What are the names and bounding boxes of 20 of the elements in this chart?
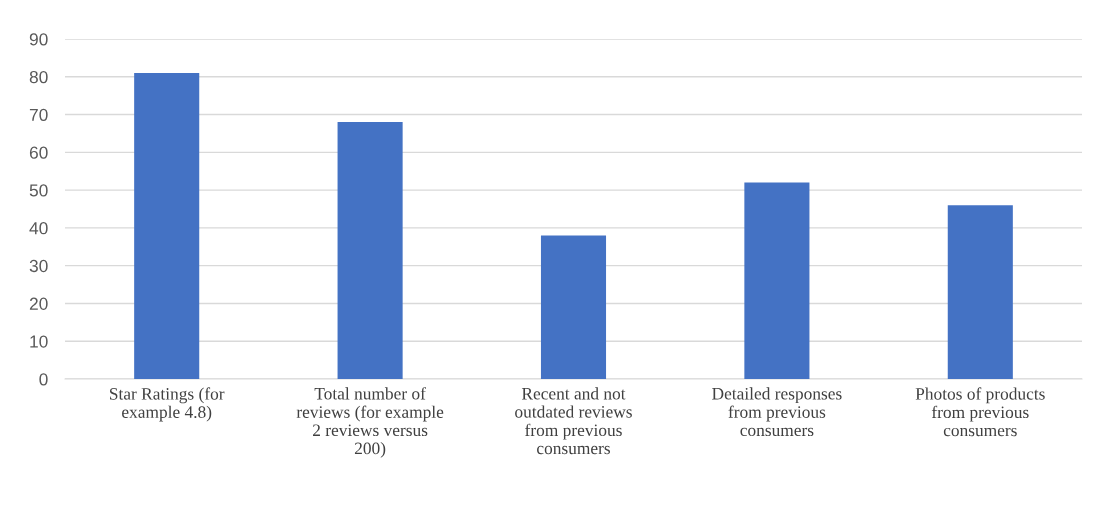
x-tick-label: Detailed responses from previous consumers	[712, 387, 842, 437]
y-tick-label: 10	[30, 335, 48, 348]
bar	[540, 235, 607, 379]
y-tick-label: 70	[29, 108, 48, 122]
x-tick-label: Photos of products from previous consumers	[915, 387, 1045, 437]
y-tick-label: 80	[29, 70, 48, 84]
y-tick-label: 90	[29, 33, 48, 46]
bar	[337, 122, 403, 379]
y-tick-label: 30	[29, 259, 48, 273]
y-tick-label: 60	[29, 146, 48, 159]
y-tick-label: 50	[29, 184, 48, 197]
bar	[744, 182, 810, 379]
bar	[134, 73, 200, 379]
x-tick-label: Total number of reviews (for example 2 reviews versus 200)	[296, 387, 444, 458]
x-tick-label: Star Ratings (for example 4.8)	[110, 387, 225, 422]
y-tick-label: 20	[29, 297, 48, 310]
y-tick-label: 0	[39, 373, 48, 386]
y-tick-label: 40	[29, 222, 48, 235]
bar	[947, 205, 1013, 379]
x-tick-label: Recent and not outdated reviews from previous consumers	[515, 387, 632, 455]
